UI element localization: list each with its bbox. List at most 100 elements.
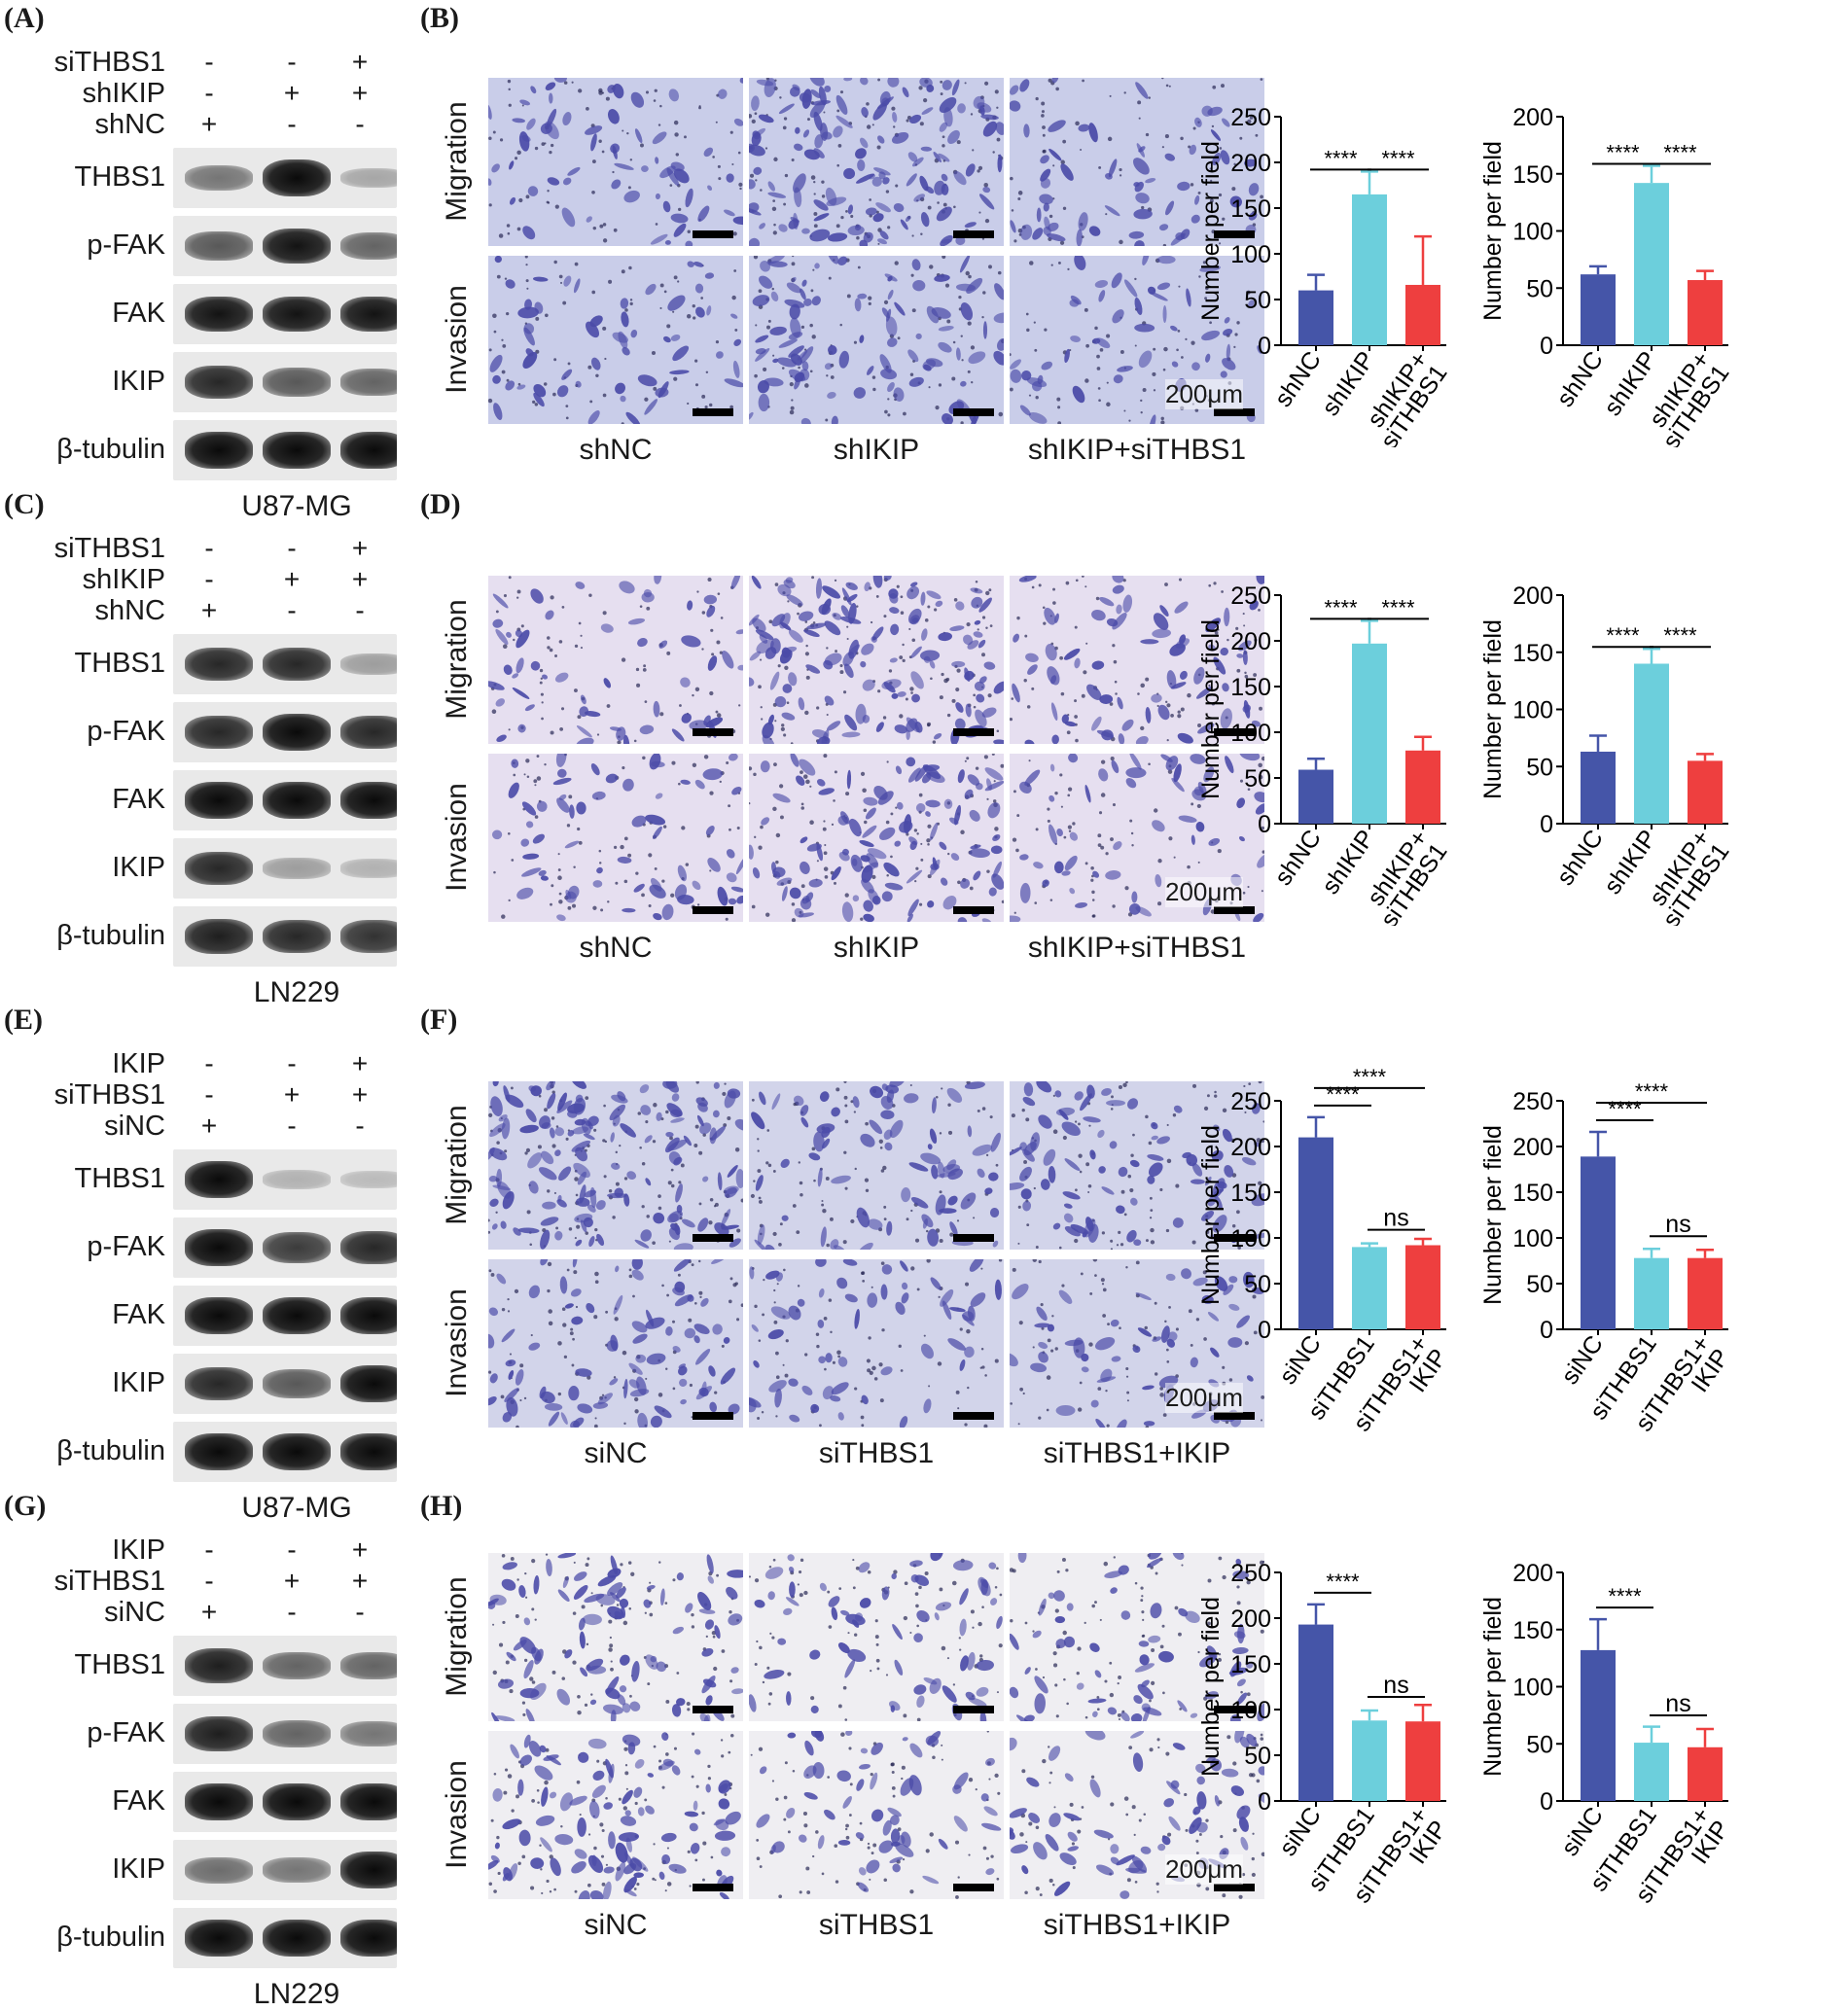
stained-cell [1099,596,1115,607]
pore-dot [604,357,607,361]
pore-dot [605,1863,609,1866]
pore-dot [726,761,729,765]
stained-cell [546,1559,552,1577]
stained-cell [726,849,735,859]
stained-cell [835,115,853,128]
stained-cell [506,631,512,638]
stained-cell [800,1116,809,1128]
pore-dot [519,1363,524,1368]
stained-cell [1088,226,1101,236]
pore-dot [909,1631,912,1635]
scale-bar-label: 200μm [1165,379,1244,409]
pore-dot [1052,601,1056,605]
stained-cell [964,222,977,229]
pore-dot [1066,1702,1069,1706]
pore-dot [622,129,624,132]
pore-dot [757,1416,761,1420]
pore-dot [548,1309,552,1314]
pore-dot [981,1605,984,1608]
stained-cell [1045,644,1057,661]
cell-stain [749,576,1004,744]
stained-cell [1145,178,1156,184]
pore-dot [1077,1829,1082,1834]
pore-dot [701,1878,705,1882]
pore-dot [614,1317,619,1322]
stained-cell [568,1385,580,1401]
stained-cell [950,853,960,862]
y-tick-label: 150 [1230,1180,1271,1207]
stained-cell [506,1396,518,1417]
pore-dot [1043,621,1047,625]
pore-dot [978,211,981,214]
pore-dot [942,135,945,139]
pore-dot [1221,590,1224,593]
pore-dot [710,628,714,632]
pore-dot [1180,707,1185,712]
blot-a-strip [173,352,397,412]
pore-dot [996,1567,999,1570]
blot-g-treatment-label: IKIP [112,1535,165,1566]
stained-cell [1196,1791,1207,1810]
stained-cell [959,1618,967,1637]
pore-dot [1023,1160,1028,1164]
pore-dot [1123,1213,1127,1217]
stained-cell [892,1863,901,1873]
pore-dot [661,879,665,883]
pore-dot [753,772,757,777]
stained-cell [1201,1211,1215,1221]
pore-dot [781,367,785,370]
pore-dot [866,102,870,106]
pore-dot [701,611,706,615]
stained-cell [1064,1773,1074,1782]
stained-cell [1024,739,1035,744]
pore-dot [991,754,995,756]
bar [1298,290,1333,345]
pore-dot [1125,1375,1129,1378]
pore-dot [1122,1082,1127,1088]
stained-cell [844,1293,858,1303]
stained-cell [1171,682,1187,689]
pore-dot [1094,1274,1097,1277]
scale-bar [953,230,994,238]
pore-dot [983,1424,988,1428]
blot-band [185,715,253,750]
stained-cell [771,1093,781,1111]
stained-cell [1010,85,1019,95]
stained-cell [912,280,926,292]
y-tick-label: 50 [1244,1743,1271,1770]
pore-dot [985,1856,989,1860]
stained-cell [1228,1276,1238,1284]
stained-cell [920,1343,934,1359]
stained-cell [1130,1713,1143,1721]
blot-g-strip [173,1704,397,1764]
pore-dot [1178,285,1181,288]
stained-cell [900,1778,914,1796]
stained-cell [1086,1084,1095,1099]
stained-cell [1229,1661,1242,1677]
pore-dot [1018,1321,1023,1325]
pore-dot [800,325,805,329]
pore-dot [1247,119,1252,124]
micro-d-image [488,754,743,922]
pore-dot [1031,585,1035,589]
stained-cell [1094,279,1109,289]
pore-dot [1256,1138,1262,1143]
stained-cell [554,1127,565,1137]
pore-dot [601,1828,605,1832]
stained-cell [965,163,976,177]
stained-cell [1257,345,1262,354]
pore-dot [1260,194,1263,199]
pore-dot [515,1794,520,1799]
stained-cell [801,88,812,109]
pore-dot [718,177,722,181]
pore-dot [877,689,881,693]
stained-cell [488,178,492,186]
stained-cell [1010,369,1022,383]
pore-dot [493,1772,497,1776]
stained-cell [681,713,692,723]
stained-cell [1019,854,1029,861]
blot-g-sign: - [204,1566,214,1596]
pore-dot [975,1788,977,1791]
pore-dot [529,1243,533,1247]
pore-dot [759,1645,763,1650]
